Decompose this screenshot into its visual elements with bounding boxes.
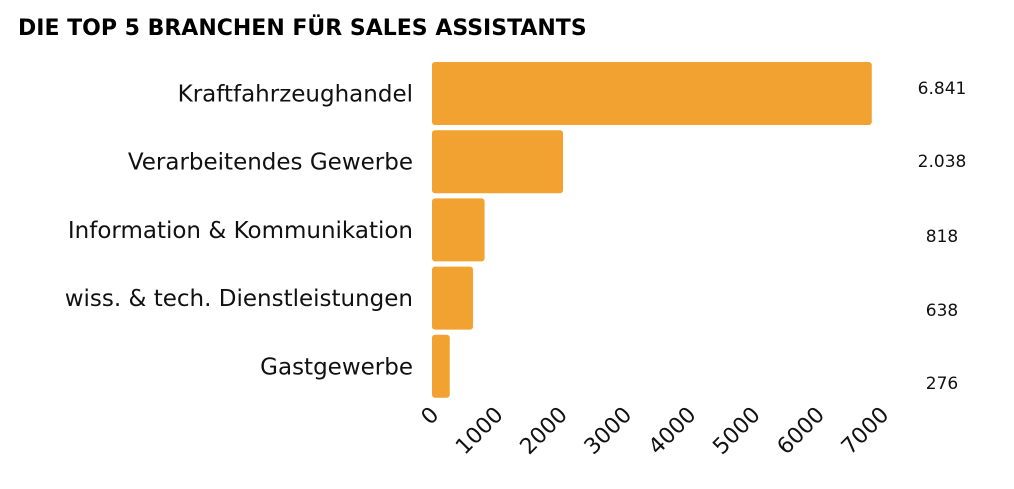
category-label: wiss. & tech. Dienstleistungen — [65, 286, 413, 312]
category-labels-group: Kraftfahrzeughandel Verarbeitendes Gewerb… — [65, 82, 413, 381]
chart-title: DIE TOP 5 BRANCHEN FÜR SALES ASSISTANTS — [18, 15, 587, 41]
x-tick-label: 4000 — [644, 403, 701, 460]
x-tick-label: 0 — [417, 403, 445, 431]
category-label: Verarbeitendes Gewerbe — [128, 150, 413, 176]
x-tick-label: 7000 — [837, 403, 894, 460]
bar-5 — [432, 334, 450, 398]
category-label: Kraftfahrzeughandel — [178, 82, 413, 108]
value-label: 6.841 — [918, 79, 967, 99]
category-label: Information & Kommunikation — [68, 218, 413, 244]
bar-1 — [432, 62, 872, 125]
bar-3 — [432, 198, 485, 262]
x-axis-ticks-group: 0 1000 2000 3000 4000 5000 6000 7000 — [417, 403, 895, 460]
bar-4 — [432, 266, 474, 330]
value-label: 2.038 — [918, 152, 967, 172]
bars-group — [432, 62, 872, 398]
x-tick-label: 2000 — [516, 403, 573, 460]
x-tick-label: 3000 — [580, 403, 637, 460]
x-tick-label: 5000 — [708, 403, 765, 460]
value-label: 638 — [926, 301, 958, 321]
value-label: 818 — [926, 227, 958, 247]
x-tick-label: 1000 — [451, 403, 508, 460]
x-tick-label: 6000 — [773, 403, 830, 460]
value-label: 276 — [926, 374, 958, 394]
value-labels-group: 6.841 2.038 818 638 276 — [918, 79, 967, 394]
category-label: Gastgewerbe — [260, 354, 413, 380]
bar-2 — [432, 130, 564, 194]
